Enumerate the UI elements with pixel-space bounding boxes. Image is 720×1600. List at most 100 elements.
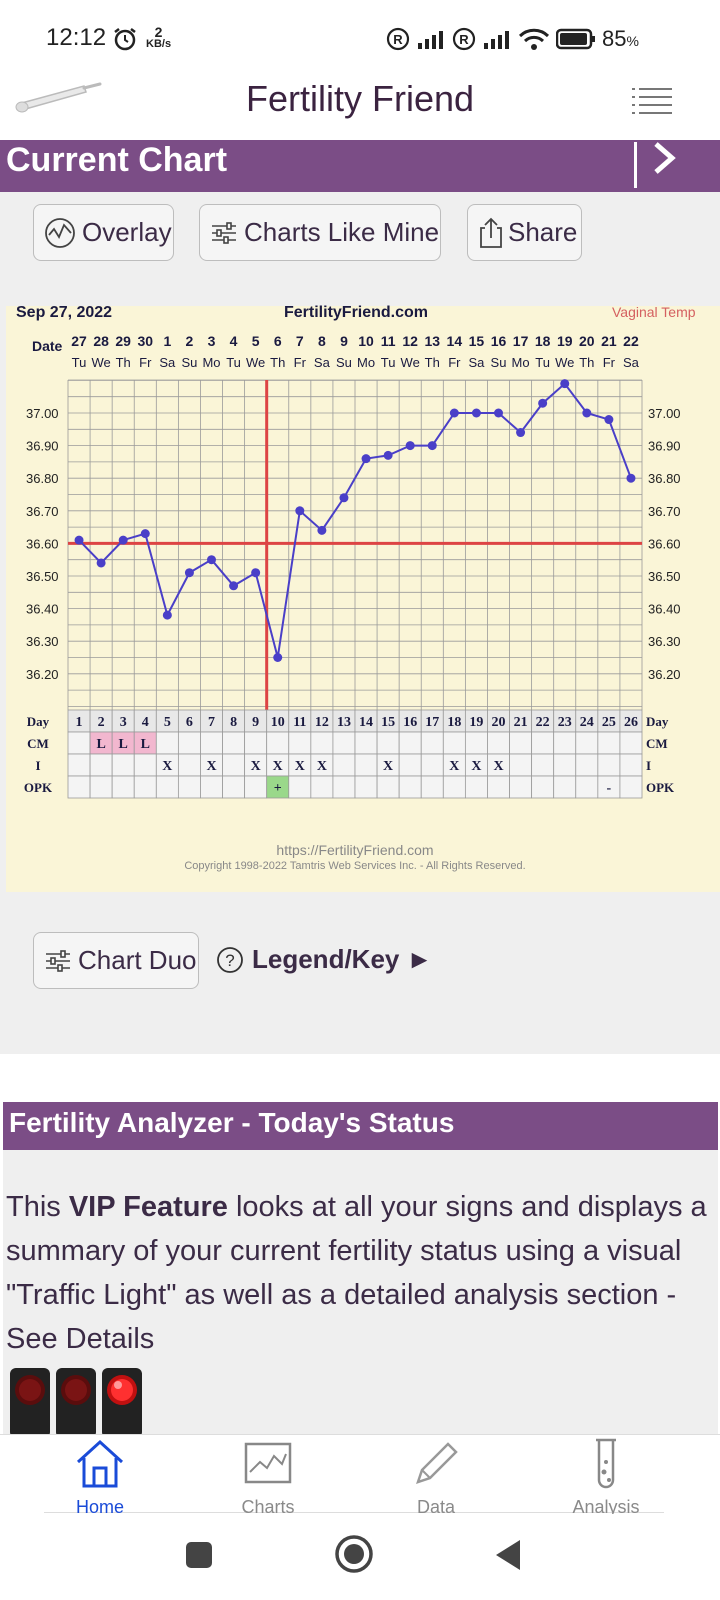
temperature-point: [317, 525, 327, 535]
help-icon: ?: [217, 946, 243, 973]
table-cell: [509, 731, 533, 755]
weekday-tick-label: Th: [116, 355, 131, 370]
analyzer-title: Fertility Analyzer - Today's Status: [9, 1107, 455, 1138]
date-tick-label: 21: [601, 333, 617, 349]
table-cell: [111, 753, 135, 777]
weekday-tick-label: Fr: [139, 355, 152, 370]
share-button[interactable]: Share: [467, 204, 582, 261]
date-tick-label: 11: [381, 333, 396, 349]
registered-icon: R: [386, 27, 410, 51]
temperature-point: [516, 428, 526, 438]
test-tube-icon: [596, 1438, 616, 1489]
table-cell: [398, 775, 422, 799]
weekday-tick-label: Su: [491, 355, 507, 370]
cell-value: L: [119, 737, 128, 752]
temperature-point: [295, 506, 305, 516]
date-tick-label: 13: [424, 333, 440, 349]
nav-data-label: Data: [416, 1497, 456, 1517]
nav-data[interactable]: Data: [376, 1436, 496, 1518]
traffic-light-off: [56, 1368, 96, 1434]
temperature-point: [96, 558, 106, 568]
day-number: 16: [403, 715, 417, 730]
date-tick-label: 6: [274, 333, 282, 349]
weekday-tick-label: We: [401, 355, 420, 370]
battery-icon: [556, 28, 595, 50]
share-icon: [478, 217, 504, 249]
menu-icon[interactable]: [632, 86, 674, 116]
chart-duo-button[interactable]: Chart Duo: [33, 932, 199, 989]
date-tick-label: 8: [318, 333, 326, 349]
date-tick-label: 4: [230, 333, 238, 349]
chart-wave-icon: [44, 217, 76, 249]
table-cell: [619, 731, 643, 755]
chart-duo-label: Chart Duo: [78, 945, 197, 975]
y-tick-label-right: 36.30: [648, 634, 681, 649]
weekday-tick-label: Th: [270, 355, 285, 370]
temperature-point: [184, 568, 194, 578]
date-tick-label: 14: [447, 333, 463, 349]
charts-like-mine-button[interactable]: Charts Like Mine: [199, 204, 441, 261]
table-cell: [376, 731, 400, 755]
alarm-icon: [114, 28, 136, 51]
temperature-point: [162, 610, 172, 620]
registered-icon: R: [452, 27, 476, 51]
home-system-button[interactable]: [334, 1534, 374, 1574]
chart-copyright: Copyright 1998-2022 Tamtris Web Services…: [184, 860, 526, 872]
weekday-tick-label: Th: [425, 355, 440, 370]
temperature-point: [118, 535, 128, 545]
back-button[interactable]: [494, 1538, 524, 1572]
table-cell: [487, 775, 510, 799]
temperature-point: [405, 441, 415, 451]
temperature-point: [383, 450, 393, 460]
chart-icon: [244, 1442, 292, 1484]
see-details-link[interactable]: See Details: [6, 1323, 155, 1355]
date-tick-label: 1: [163, 333, 171, 349]
weekday-tick-label: Tu: [535, 355, 550, 370]
nav-home-label: Home: [75, 1497, 124, 1517]
overlay-button[interactable]: Overlay: [33, 204, 174, 261]
table-cell: [464, 775, 488, 799]
day-number: 6: [186, 715, 193, 730]
weekday-tick-label: Mo: [512, 355, 530, 370]
legend-key-link[interactable]: ? Legend/Key ►: [216, 944, 432, 975]
home-icon: [76, 1439, 124, 1488]
date-tick-label: 28: [93, 333, 109, 349]
table-cell: [354, 775, 378, 799]
temperature-point: [471, 408, 481, 418]
row-label-right: OPK: [646, 780, 675, 795]
divider: [634, 142, 637, 188]
weekday-tick-label: Mo: [202, 355, 220, 370]
nav-charts-label: Charts: [241, 1497, 295, 1517]
temperature-line: [78, 382, 632, 658]
cell-value: X: [471, 759, 481, 774]
analyzer-header: [3, 1102, 718, 1150]
day-number: 15: [381, 715, 395, 730]
temperature-point: [140, 529, 150, 539]
table-cell: [67, 775, 91, 799]
date-tick-label: 22: [623, 333, 639, 349]
nav-charts[interactable]: Charts: [208, 1436, 328, 1518]
nav-analysis[interactable]: Analysis: [546, 1436, 666, 1518]
table-cell: [575, 731, 599, 755]
table-cell: [244, 731, 268, 755]
y-tick-label-right: 36.60: [648, 536, 681, 551]
chevron-right-icon[interactable]: [650, 140, 680, 180]
temperature-point: [251, 568, 261, 578]
day-number: 17: [425, 715, 439, 730]
weekday-tick-label: Fr: [294, 355, 307, 370]
nav-home[interactable]: Home: [40, 1436, 160, 1518]
table-cell: [155, 731, 179, 755]
cell-value: L: [96, 737, 105, 752]
table-cell: [442, 731, 466, 755]
table-cell: [619, 775, 643, 799]
table-cell: [553, 775, 577, 799]
date-tick-label: 18: [535, 333, 551, 349]
date-tick-label: 16: [491, 333, 507, 349]
table-cell: [89, 753, 113, 777]
date-row-label: Date: [32, 338, 63, 354]
day-number: 18: [447, 715, 461, 730]
day-number: 11: [293, 715, 306, 730]
recents-button[interactable]: [184, 1540, 214, 1570]
vip-feature-label: VIP Feature: [68, 1191, 228, 1223]
y-tick-label-right: 36.40: [648, 602, 681, 617]
